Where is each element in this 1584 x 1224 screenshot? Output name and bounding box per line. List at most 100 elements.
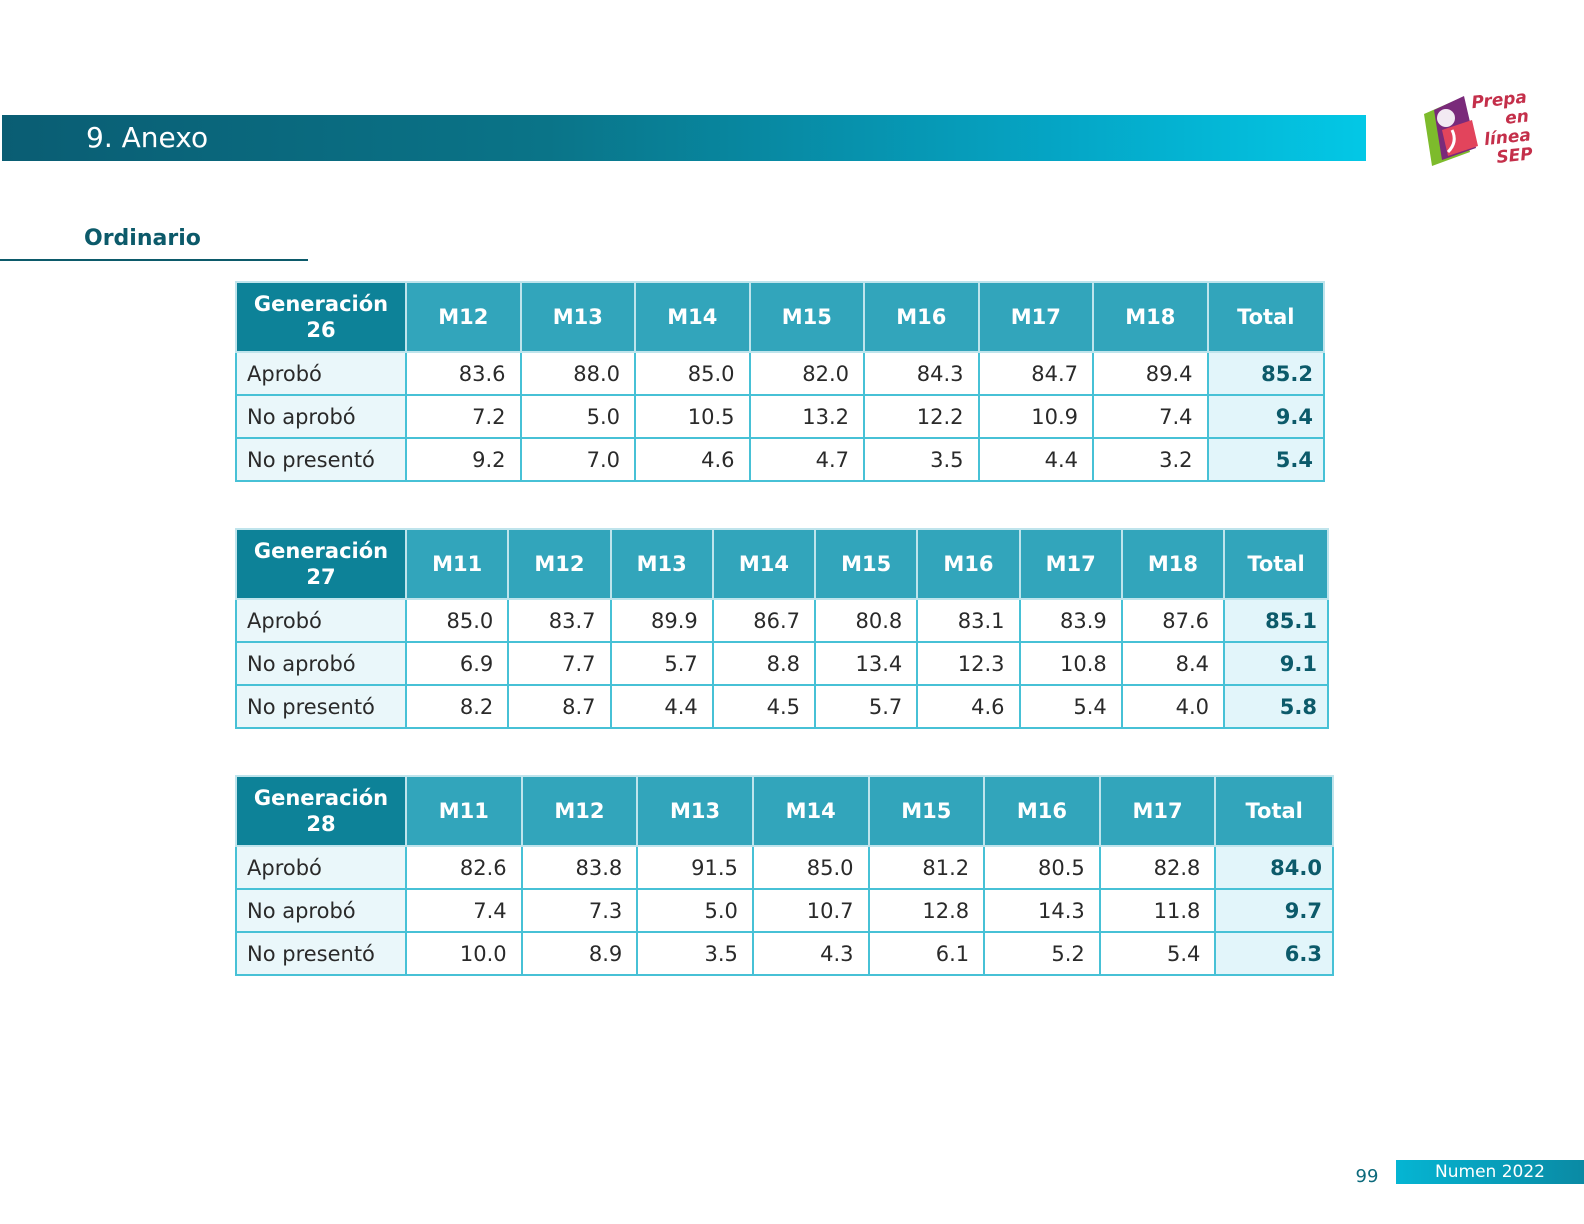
value-cell: 7.2 bbox=[405, 394, 522, 439]
column-header: M16 bbox=[863, 281, 980, 353]
value-cell: 5.4 bbox=[1098, 931, 1217, 976]
row-label: No aprobó bbox=[235, 888, 407, 933]
column-header: M13 bbox=[636, 775, 754, 847]
value-cell: 5.4 bbox=[1018, 684, 1123, 729]
table-row: Aprobó 85.0 83.7 89.9 86.7 80.8 83.1 83.9 87.6 85… bbox=[235, 598, 1329, 643]
total-cell: 85.2 bbox=[1206, 351, 1325, 396]
value-cell: 80.5 bbox=[983, 845, 1101, 890]
value-cell: 84.3 bbox=[863, 351, 980, 396]
value-cell: 83.8 bbox=[520, 845, 639, 890]
generation-number: 28 bbox=[306, 812, 336, 836]
table-header-row: Generación 26 M12 M13 M14 M15 M16 M17 M18 Total bbox=[235, 281, 1325, 353]
value-cell: 7.3 bbox=[520, 888, 639, 933]
value-cell: 91.5 bbox=[636, 845, 754, 890]
table-row: No presentó 8.2 8.7 4.4 4.5 5.7 4.6 5.4 4.0 5.8 bbox=[235, 684, 1329, 729]
table-generation-28: Generación 28 M11 M12 M13 M14 M15 M16 M17 Total Ap… bbox=[235, 775, 1334, 976]
row-label: No aprobó bbox=[235, 394, 407, 439]
value-cell: 4.7 bbox=[748, 437, 865, 482]
value-cell: 83.9 bbox=[1018, 598, 1123, 643]
generation-label: Generación bbox=[253, 539, 389, 563]
table-generation-27: Generación 27 M11 M12 M13 M14 M15 M16 M17 M18 Tota… bbox=[235, 528, 1329, 729]
value-cell: 8.9 bbox=[520, 931, 639, 976]
value-cell: 82.6 bbox=[405, 845, 523, 890]
table-row: No presentó 9.2 7.0 4.6 4.7 3.5 4.4 3.2 5.4 bbox=[235, 437, 1325, 482]
row-label: No aprobó bbox=[235, 641, 407, 686]
value-cell: 4.0 bbox=[1120, 684, 1226, 729]
value-cell: 4.4 bbox=[609, 684, 714, 729]
value-cell: 4.4 bbox=[977, 437, 1094, 482]
publication-label: Numen 2022 bbox=[1396, 1160, 1584, 1184]
page-title: 9. Anexo bbox=[86, 121, 209, 154]
total-cell: 9.1 bbox=[1223, 641, 1329, 686]
value-cell: 83.6 bbox=[405, 351, 522, 396]
value-cell: 80.8 bbox=[813, 598, 919, 643]
value-cell: 81.2 bbox=[867, 845, 986, 890]
value-cell: 14.3 bbox=[983, 888, 1101, 933]
value-cell: 7.4 bbox=[1092, 394, 1209, 439]
value-cell: 12.8 bbox=[867, 888, 986, 933]
value-cell: 89.4 bbox=[1092, 351, 1209, 396]
page-number: 99 bbox=[1355, 1166, 1379, 1187]
value-cell: 10.8 bbox=[1018, 641, 1123, 686]
column-header: M12 bbox=[405, 281, 522, 353]
row-label: No presentó bbox=[235, 437, 407, 482]
value-cell: 13.4 bbox=[813, 641, 919, 686]
section-underline bbox=[0, 259, 308, 261]
generation-number: 27 bbox=[306, 565, 336, 589]
value-cell: 88.0 bbox=[519, 351, 636, 396]
value-cell: 8.2 bbox=[404, 684, 510, 729]
total-cell: 6.3 bbox=[1214, 931, 1334, 976]
column-header: M15 bbox=[867, 775, 986, 847]
value-cell: 11.8 bbox=[1098, 888, 1217, 933]
value-cell: 8.8 bbox=[711, 641, 817, 686]
value-cell: 87.6 bbox=[1120, 598, 1226, 643]
value-cell: 4.6 bbox=[916, 684, 1021, 729]
value-cell: 3.5 bbox=[636, 931, 754, 976]
value-cell: 5.7 bbox=[609, 641, 714, 686]
column-header: M15 bbox=[813, 528, 919, 600]
value-cell: 8.7 bbox=[507, 684, 612, 729]
column-header: M18 bbox=[1120, 528, 1226, 600]
total-column-header: Total bbox=[1214, 775, 1334, 847]
generation-label: Generación bbox=[253, 292, 389, 316]
total-cell: 5.4 bbox=[1206, 437, 1325, 482]
value-cell: 10.0 bbox=[405, 931, 523, 976]
table-row: No aprobó 7.4 7.3 5.0 10.7 12.8 14.3 11.8 9.7 bbox=[235, 888, 1334, 933]
row-label: Aprobó bbox=[235, 351, 407, 396]
table-generation-26: Generación 26 M12 M13 M14 M15 M16 M17 M18 Total Ap… bbox=[235, 281, 1325, 482]
value-cell: 3.5 bbox=[863, 437, 980, 482]
total-cell: 84.0 bbox=[1214, 845, 1334, 890]
value-cell: 84.7 bbox=[977, 351, 1094, 396]
value-cell: 10.7 bbox=[751, 888, 870, 933]
value-cell: 86.7 bbox=[711, 598, 817, 643]
total-cell: 5.8 bbox=[1223, 684, 1329, 729]
value-cell: 5.0 bbox=[519, 394, 636, 439]
column-header: M16 bbox=[983, 775, 1101, 847]
generation-label: Generación bbox=[253, 786, 389, 810]
total-cell: 9.4 bbox=[1206, 394, 1325, 439]
column-header: M14 bbox=[751, 775, 870, 847]
table-header-row: Generación 28 M11 M12 M13 M14 M15 M16 M17 Total bbox=[235, 775, 1334, 847]
value-cell: 9.2 bbox=[405, 437, 522, 482]
column-header: M16 bbox=[916, 528, 1021, 600]
value-cell: 4.6 bbox=[634, 437, 751, 482]
table-row: Aprobó 82.6 83.8 91.5 85.0 81.2 80.5 82.8 84.0 bbox=[235, 845, 1334, 890]
total-column-header: Total bbox=[1223, 528, 1329, 600]
value-cell: 5.2 bbox=[983, 931, 1101, 976]
column-header: M14 bbox=[634, 281, 751, 353]
column-header: M18 bbox=[1092, 281, 1209, 353]
column-header: M12 bbox=[507, 528, 612, 600]
value-cell: 12.3 bbox=[916, 641, 1021, 686]
header-banner: 9. Anexo bbox=[2, 115, 1366, 161]
value-cell: 83.1 bbox=[916, 598, 1021, 643]
column-header: M13 bbox=[519, 281, 636, 353]
generation-header-cell: Generación 27 bbox=[235, 528, 407, 600]
generation-header-cell: Generación 26 bbox=[235, 281, 407, 353]
table-row: No presentó 10.0 8.9 3.5 4.3 6.1 5.2 5.4 6.3 bbox=[235, 931, 1334, 976]
row-label: No presentó bbox=[235, 931, 407, 976]
row-label: No presentó bbox=[235, 684, 407, 729]
column-header: M17 bbox=[1098, 775, 1217, 847]
value-cell: 89.9 bbox=[609, 598, 714, 643]
value-cell: 8.4 bbox=[1120, 641, 1226, 686]
table-row: Aprobó 83.6 88.0 85.0 82.0 84.3 84.7 89.4 85.2 bbox=[235, 351, 1325, 396]
